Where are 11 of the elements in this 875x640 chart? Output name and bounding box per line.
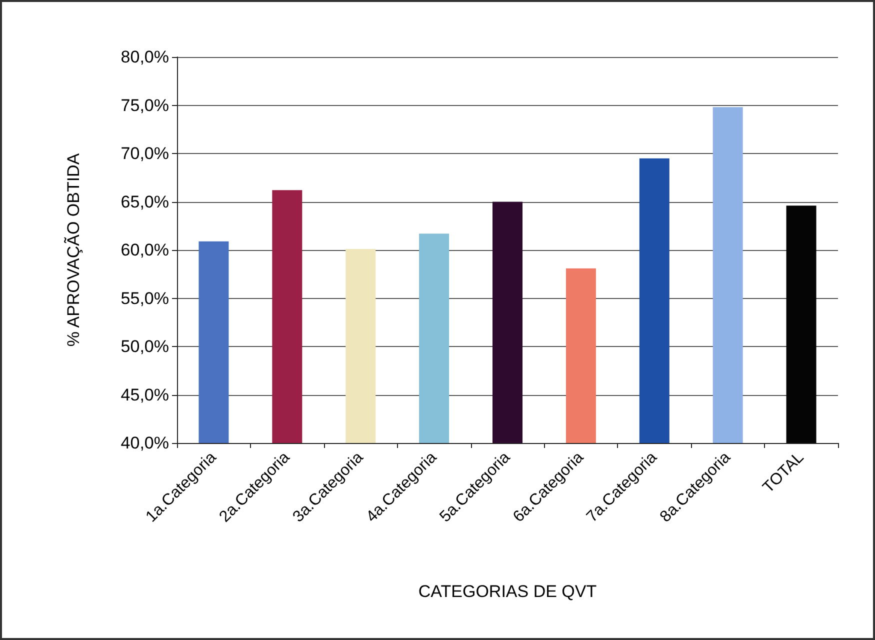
y-tick-label: 80,0%: [120, 48, 169, 66]
y-axis-title: % APROVAÇÃO OBTIDA: [64, 152, 83, 347]
y-tick-label: 55,0%: [120, 288, 169, 308]
y-tick-label: 45,0%: [120, 385, 169, 404]
y-tick-label: 70,0%: [120, 144, 169, 163]
y-tick-label: 75,0%: [120, 96, 169, 115]
y-tick-label: 65,0%: [120, 192, 169, 212]
y-tick-label: 50,0%: [120, 337, 169, 356]
y-tick-label: 60,0%: [120, 240, 169, 260]
y-tick-label: 40,0%: [120, 434, 169, 452]
x-axis-title: CATEGORIAS DE QVT: [418, 582, 597, 601]
